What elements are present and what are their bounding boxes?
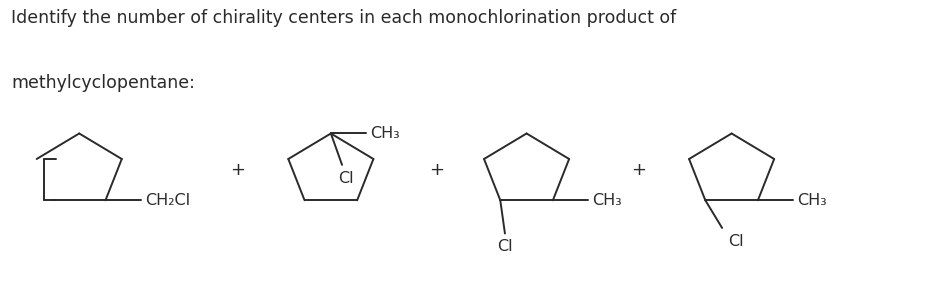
Text: CH₃: CH₃ — [370, 126, 400, 141]
Text: CH₃: CH₃ — [592, 193, 622, 208]
Text: +: + — [230, 161, 245, 179]
Text: CH₃: CH₃ — [797, 193, 827, 208]
Text: Cl: Cl — [497, 239, 513, 254]
Text: Identify the number of chirality centers in each monochlorination product of: Identify the number of chirality centers… — [11, 9, 677, 26]
Text: +: + — [429, 161, 444, 179]
Text: +: + — [631, 161, 646, 179]
Text: Cl: Cl — [728, 234, 744, 248]
Text: methylcyclopentane:: methylcyclopentane: — [11, 74, 195, 92]
Text: Cl: Cl — [338, 170, 353, 185]
Text: CH₂Cl: CH₂Cl — [144, 193, 190, 208]
